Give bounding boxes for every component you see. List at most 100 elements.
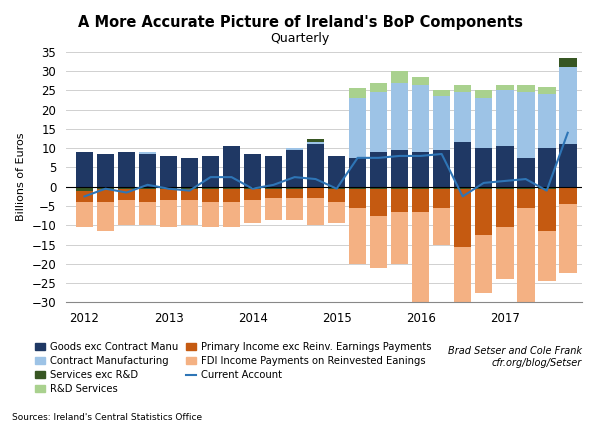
Bar	[517, 92, 535, 158]
Y-axis label: Billions of Euros: Billions of Euros	[16, 133, 26, 221]
Bar	[202, 187, 220, 189]
Bar	[496, 90, 514, 146]
Bar	[559, 144, 577, 187]
Bar	[559, 187, 577, 204]
Bar	[349, 208, 367, 264]
Bar	[454, 189, 472, 247]
Bar	[475, 148, 493, 187]
Bar	[76, 152, 94, 187]
Bar	[433, 208, 451, 245]
Bar	[412, 212, 430, 308]
Bar	[307, 139, 325, 143]
Bar	[244, 154, 262, 187]
Bar	[349, 98, 367, 158]
Text: Brad Setser and Cole Frank: Brad Setser and Cole Frank	[448, 346, 582, 356]
Bar	[538, 86, 556, 94]
Bar	[538, 94, 556, 148]
Bar	[475, 90, 493, 98]
Bar	[391, 189, 409, 212]
Bar	[97, 202, 115, 231]
Bar	[307, 143, 325, 144]
Bar	[286, 189, 304, 198]
Bar	[391, 150, 409, 187]
Bar	[286, 198, 304, 219]
Bar	[454, 143, 472, 187]
Bar	[76, 187, 94, 191]
Bar	[223, 187, 241, 189]
Bar	[496, 146, 514, 187]
Bar	[475, 235, 493, 293]
Bar	[517, 208, 535, 306]
Bar	[349, 158, 367, 187]
Bar	[286, 187, 304, 189]
Bar	[76, 191, 94, 202]
Bar	[76, 202, 94, 227]
Bar	[370, 152, 388, 187]
Bar	[370, 83, 388, 92]
Bar	[223, 146, 241, 187]
Bar	[286, 150, 304, 187]
Bar	[538, 231, 556, 281]
Bar	[412, 77, 430, 85]
Bar	[97, 154, 115, 187]
Bar	[559, 204, 577, 273]
Bar	[433, 189, 451, 208]
Text: cfr.org/blog/Setser: cfr.org/blog/Setser	[492, 358, 582, 368]
Bar	[244, 189, 262, 200]
Bar	[412, 152, 430, 187]
Bar	[391, 83, 409, 150]
Bar	[496, 187, 514, 189]
Bar	[517, 187, 535, 189]
Bar	[118, 187, 136, 189]
Text: A More Accurate Picture of Ireland's BoP Components: A More Accurate Picture of Ireland's BoP…	[77, 15, 523, 30]
Bar	[181, 200, 199, 226]
Bar	[412, 187, 430, 189]
Bar	[517, 158, 535, 187]
Bar	[202, 202, 220, 227]
Bar	[202, 156, 220, 187]
Bar	[118, 189, 136, 200]
Bar	[391, 187, 409, 189]
Bar	[181, 187, 199, 189]
Bar	[160, 156, 178, 187]
Bar	[118, 152, 136, 187]
Bar	[265, 189, 283, 198]
Bar	[202, 189, 220, 202]
Bar	[286, 148, 304, 150]
Bar	[370, 92, 388, 152]
Bar	[433, 90, 451, 96]
Bar	[265, 187, 283, 189]
Bar	[97, 189, 115, 202]
Bar	[475, 187, 493, 189]
Bar	[370, 187, 388, 189]
Bar	[223, 202, 241, 227]
Bar	[328, 202, 346, 223]
Bar	[118, 200, 136, 226]
Bar	[244, 187, 262, 189]
Bar	[391, 212, 409, 264]
Bar	[328, 187, 346, 189]
Bar	[412, 189, 430, 212]
Bar	[370, 189, 388, 216]
Bar	[496, 227, 514, 279]
Bar	[181, 158, 199, 187]
Bar	[517, 85, 535, 92]
Bar	[370, 216, 388, 268]
Bar	[223, 189, 241, 202]
Bar	[265, 198, 283, 219]
Bar	[475, 98, 493, 148]
Bar	[454, 85, 472, 92]
Bar	[433, 187, 451, 189]
Bar	[349, 187, 367, 189]
Bar	[538, 187, 556, 189]
Bar	[559, 67, 577, 144]
Bar	[139, 152, 157, 154]
Text: Sources: Ireland's Central Statistics Office: Sources: Ireland's Central Statistics Of…	[12, 413, 202, 422]
Legend: Goods exc Contract Manu, Contract Manufacturing, Services exc R&D, R&D Services,: Goods exc Contract Manu, Contract Manufa…	[35, 343, 431, 394]
Bar	[139, 189, 157, 202]
Bar	[496, 189, 514, 227]
Text: Quarterly: Quarterly	[271, 32, 329, 45]
Bar	[160, 189, 178, 200]
Bar	[475, 189, 493, 235]
Bar	[433, 150, 451, 187]
